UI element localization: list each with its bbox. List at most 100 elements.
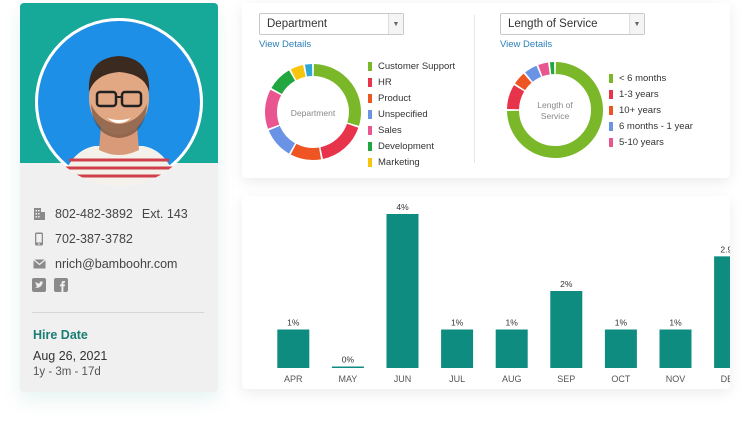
department-slice-6[interactable] bbox=[290, 65, 306, 81]
bar-sep[interactable] bbox=[550, 291, 583, 368]
legend-swatch bbox=[609, 73, 613, 83]
department-slice-1[interactable] bbox=[320, 123, 359, 159]
legend-label: 1-3 years bbox=[619, 88, 659, 100]
legend-swatch bbox=[368, 77, 372, 87]
monthly-bar-chart-panel: 1% APR 0% MAY 4% JUN 1% JUL 1% AUG 2% SEP 1% OCT 1% NOV… bbox=[242, 196, 730, 389]
email-row: nrich@bamboohr.com bbox=[32, 251, 212, 276]
department-legend-item[interactable]: Development bbox=[368, 138, 455, 154]
service-donut-center-label-line2: Service bbox=[541, 111, 570, 121]
service-view-details-link[interactable]: View Details bbox=[500, 39, 553, 50]
chevron-down-icon: ▼ bbox=[629, 14, 644, 34]
x-tick-label-dec: DEC bbox=[721, 374, 730, 384]
service-legend-item[interactable]: 6 months - 1 year bbox=[609, 118, 693, 134]
length-of-service-donut-chart[interactable]: Length of Service bbox=[506, 61, 604, 159]
facebook-icon[interactable] bbox=[54, 278, 68, 297]
service-slice-1[interactable] bbox=[507, 85, 525, 110]
envelope-icon bbox=[32, 257, 46, 271]
mobile-phone-icon bbox=[32, 232, 46, 246]
building-icon bbox=[32, 207, 46, 221]
department-slice-2[interactable] bbox=[290, 143, 322, 160]
breakdown-panel: Department ▼ View Details Department Cus… bbox=[242, 3, 730, 178]
department-select-value: Department bbox=[267, 18, 328, 30]
legend-label: Customer Support bbox=[378, 60, 456, 72]
department-donut-center-label: Department bbox=[291, 108, 336, 118]
twitter-icon[interactable] bbox=[32, 278, 46, 297]
data-label-sep: 2% bbox=[560, 279, 573, 289]
hire-date-value: Aug 26, 2021 bbox=[33, 349, 108, 363]
department-slice-0[interactable] bbox=[313, 64, 361, 126]
bar-aug[interactable] bbox=[495, 329, 528, 369]
department-slice-4[interactable] bbox=[265, 89, 282, 129]
data-label-jul: 1% bbox=[451, 318, 464, 328]
mobile-phone[interactable]: 702-387-3782 bbox=[55, 231, 133, 246]
monthly-bar-chart: 1% APR 0% MAY 4% JUN 1% JUL 1% AUG 2% SEP 1% OCT 1% NOV… bbox=[277, 202, 730, 384]
service-legend-item[interactable]: < 6 months bbox=[609, 70, 693, 86]
x-tick-label-oct: OCT bbox=[611, 374, 631, 384]
legend-swatch bbox=[368, 61, 372, 71]
legend-label: 5-10 years bbox=[619, 136, 664, 148]
department-slice-3[interactable] bbox=[268, 125, 296, 154]
x-tick-label-may: MAY bbox=[338, 374, 357, 384]
data-label-may: 0% bbox=[342, 355, 355, 365]
length-of-service-legend: < 6 months 1-3 years 10+ years 6 months - 1… bbox=[609, 70, 693, 150]
avatar bbox=[35, 18, 203, 186]
legend-label: 6 months - 1 year bbox=[619, 120, 693, 132]
legend-swatch bbox=[368, 109, 372, 119]
legend-swatch bbox=[368, 141, 372, 151]
service-slice-3[interactable] bbox=[525, 65, 542, 82]
service-legend-item[interactable]: 1-3 years bbox=[609, 86, 693, 102]
department-slice-7[interactable] bbox=[304, 64, 313, 77]
service-slice-0[interactable] bbox=[507, 62, 603, 158]
service-legend-item[interactable]: 10+ years bbox=[609, 102, 693, 118]
legend-label: < 6 months bbox=[619, 72, 667, 84]
department-legend-item[interactable]: Product bbox=[368, 90, 455, 106]
legend-swatch bbox=[609, 121, 613, 131]
chevron-down-icon: ▼ bbox=[388, 14, 403, 34]
service-legend-item[interactable]: 5-10 years bbox=[609, 134, 693, 150]
department-legend-item[interactable]: HR bbox=[368, 74, 455, 90]
service-slice-2[interactable] bbox=[514, 73, 532, 91]
department-legend: Customer Support HR Product Unspecified Sale… bbox=[368, 58, 455, 170]
hire-date-label: Hire Date bbox=[33, 328, 88, 342]
bar-jun[interactable] bbox=[386, 214, 419, 368]
tenure-value: 1y - 3m - 17d bbox=[33, 366, 101, 378]
legend-swatch bbox=[368, 125, 372, 135]
social-links bbox=[32, 278, 212, 297]
legend-label: Unspecified bbox=[378, 108, 428, 120]
legend-swatch bbox=[609, 105, 613, 115]
legend-swatch bbox=[609, 89, 613, 99]
department-legend-item[interactable]: Sales bbox=[368, 122, 455, 138]
legend-swatch bbox=[368, 93, 372, 103]
legend-label: Product bbox=[378, 92, 411, 104]
x-tick-label-sep: SEP bbox=[557, 374, 575, 384]
department-legend-item[interactable]: Unspecified bbox=[368, 106, 455, 122]
contact-info: 802-482-3892 Ext. 143 702-387-3782 nrich… bbox=[32, 201, 212, 297]
length-of-service-select[interactable]: Length of Service ▼ bbox=[500, 13, 645, 35]
department-select[interactable]: Department ▼ bbox=[259, 13, 404, 35]
panel-divider bbox=[474, 15, 475, 163]
service-slice-4[interactable] bbox=[538, 62, 550, 77]
data-label-nov: 1% bbox=[669, 318, 682, 328]
department-legend-item[interactable]: Marketing bbox=[368, 154, 455, 170]
department-legend-item[interactable]: Customer Support bbox=[368, 58, 455, 74]
department-view-details-link[interactable]: View Details bbox=[259, 39, 312, 50]
bar-jul[interactable] bbox=[441, 329, 474, 369]
data-label-jun: 4% bbox=[396, 202, 409, 212]
legend-label: Sales bbox=[378, 124, 402, 136]
bar-oct[interactable] bbox=[604, 329, 637, 369]
service-donut-center-label-line1: Length of bbox=[537, 100, 573, 110]
department-slice-5[interactable] bbox=[271, 70, 296, 95]
bar-apr[interactable] bbox=[277, 329, 310, 369]
data-label-dec: 2.9% bbox=[720, 244, 730, 254]
department-donut-chart[interactable]: Department bbox=[264, 63, 362, 161]
x-tick-label-apr: APR bbox=[284, 374, 303, 384]
bar-dec[interactable] bbox=[714, 256, 730, 368]
x-tick-label-jul: JUL bbox=[449, 374, 465, 384]
x-tick-label-jun: JUN bbox=[394, 374, 412, 384]
bar-nov[interactable] bbox=[659, 329, 692, 369]
bar-may[interactable] bbox=[331, 366, 364, 369]
email-link[interactable]: nrich@bamboohr.com bbox=[55, 256, 178, 271]
work-phone[interactable]: 802-482-3892 bbox=[55, 206, 133, 221]
legend-label: Development bbox=[378, 140, 434, 152]
x-tick-label-aug: AUG bbox=[502, 374, 522, 384]
